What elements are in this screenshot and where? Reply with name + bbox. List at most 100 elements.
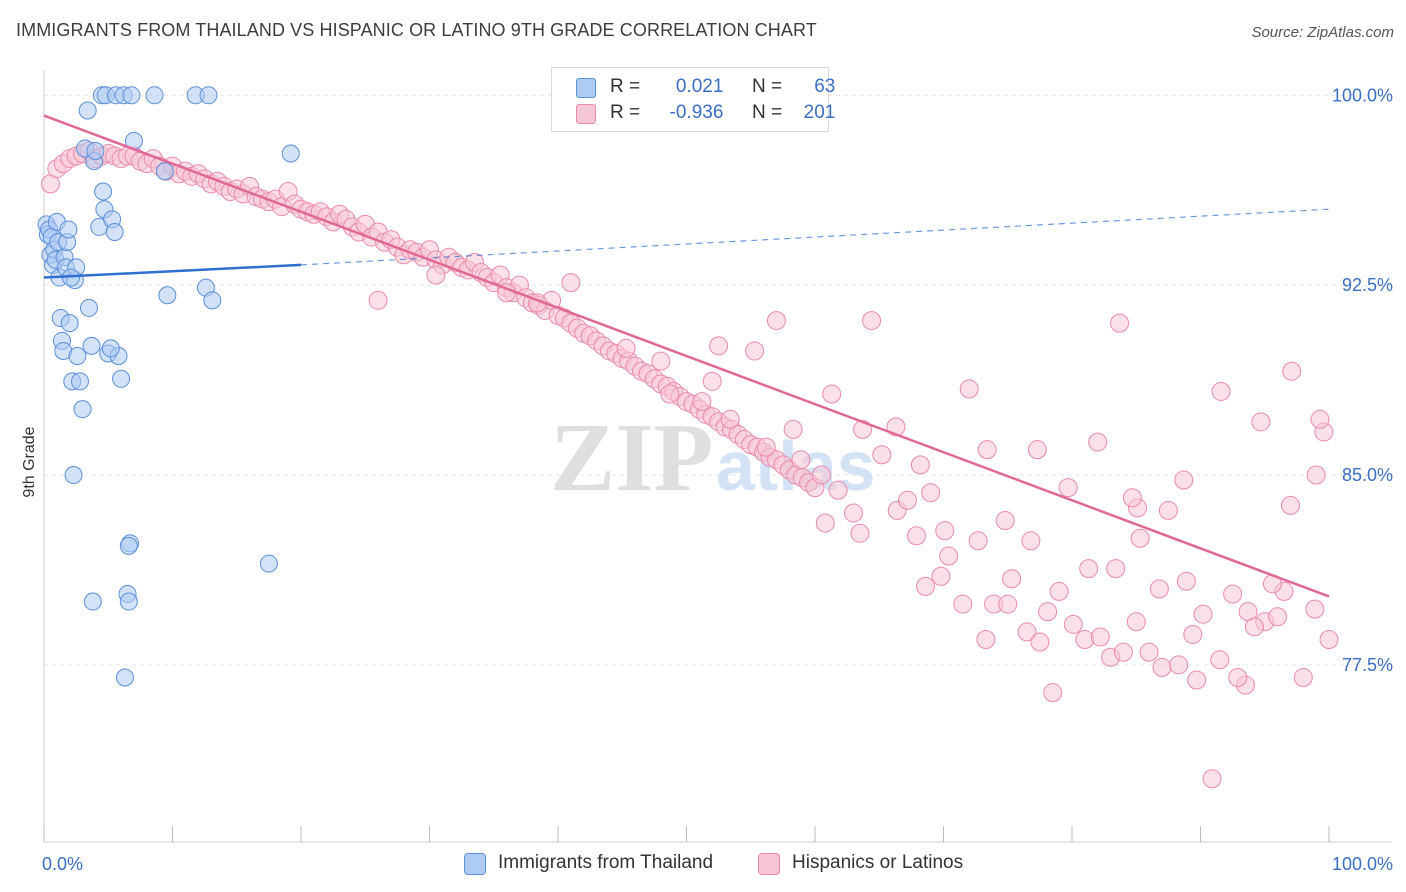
data-point-thailand: [203, 291, 222, 310]
data-point-hispanic: [1319, 630, 1339, 650]
data-point-hispanic: [822, 384, 842, 404]
data-point-hispanic: [998, 594, 1018, 614]
data-point-thailand: [86, 141, 105, 160]
data-point-hispanic: [977, 440, 997, 460]
trendline-thailand-extension: [300, 208, 1330, 266]
legend-r-value: 0.021: [675, 76, 724, 97]
data-point-hispanic: [702, 371, 722, 391]
legend-r-value: -0.936: [669, 102, 724, 123]
data-point-hispanic: [916, 576, 936, 596]
data-point-hispanic: [1211, 381, 1231, 401]
data-point-thailand: [119, 536, 138, 555]
data-point-hispanic: [844, 503, 864, 523]
data-point-hispanic: [1169, 655, 1189, 675]
data-point-hispanic: [910, 455, 930, 475]
data-point-hispanic: [426, 265, 446, 285]
legend-r-label: R =: [610, 102, 641, 123]
x-tick-label: 0.0%: [42, 854, 83, 874]
data-point-hispanic: [1228, 667, 1248, 687]
data-point-hispanic: [907, 526, 927, 546]
data-point-hispanic: [1244, 617, 1264, 637]
data-point-hispanic: [898, 490, 918, 510]
data-point-hispanic: [1090, 627, 1110, 647]
y-tick-label: 85.0%: [1342, 465, 1393, 485]
data-point-hispanic: [995, 511, 1015, 531]
data-point-hispanic: [1251, 412, 1271, 432]
data-point-hispanic: [783, 419, 803, 439]
legend-n-value: 201: [803, 102, 836, 123]
trendline-thailand: [43, 263, 302, 279]
data-point-hispanic: [1305, 599, 1325, 619]
data-point-thailand: [101, 339, 120, 358]
data-point-hispanic: [368, 290, 388, 310]
stats-legend: R = 0.021 N = 63 R = -0.936 N = 201: [551, 67, 835, 132]
data-point-thailand: [78, 101, 97, 120]
legend-label-hispanic: Hispanics or Latinos: [792, 852, 964, 873]
data-point-hispanic: [1122, 488, 1142, 508]
data-point-hispanic: [1049, 581, 1069, 601]
data-point-hispanic: [1149, 579, 1169, 599]
data-point-hispanic: [1139, 642, 1159, 662]
data-point-hispanic: [1306, 465, 1326, 485]
data-point-hispanic: [968, 531, 988, 551]
y-tick-labels: 77.5% 85.0% 92.5% 100.0%: [1332, 85, 1393, 675]
data-point-thailand: [158, 286, 177, 305]
data-point-hispanic: [935, 521, 955, 541]
data-point-hispanic: [1030, 632, 1050, 652]
data-point-hispanic: [1043, 683, 1063, 703]
y-tick-label: 92.5%: [1342, 275, 1393, 295]
data-point-hispanic: [1187, 670, 1207, 690]
data-point-hispanic: [959, 379, 979, 399]
data-point-hispanic: [1130, 528, 1150, 548]
chart-title: IMMIGRANTS FROM THAILAND VS HISPANIC OR …: [16, 20, 817, 40]
data-point-hispanic: [1027, 440, 1047, 460]
data-point-thailand: [259, 554, 278, 573]
data-point-hispanic: [1058, 478, 1078, 498]
data-point-thailand: [105, 222, 124, 241]
y-axis-label: 9th Grade: [21, 426, 38, 497]
data-point-thailand: [115, 668, 134, 687]
data-point-thailand: [119, 592, 138, 611]
data-point-hispanic: [1223, 584, 1243, 604]
data-point-thailand: [94, 182, 113, 201]
x-tick-labels: 0.0% 100.0%: [42, 854, 1393, 874]
data-point-thailand: [82, 336, 101, 355]
watermark-zip: ZIP: [550, 404, 713, 512]
data-point-thailand: [59, 220, 78, 239]
data-point-hispanic: [745, 341, 765, 361]
data-point-hispanic: [692, 392, 712, 412]
data-point-hispanic: [939, 546, 959, 566]
data-point-hispanic: [931, 566, 951, 586]
data-point-hispanic: [1183, 624, 1203, 644]
series-legend: Immigrants from Thailand Hispanics or La…: [0, 850, 1406, 880]
data-point-hispanic: [1193, 604, 1213, 624]
data-point-thailand: [112, 369, 131, 388]
data-point-thailand: [60, 314, 79, 333]
y-tick-label: 100.0%: [1332, 85, 1393, 105]
legend-swatch-hispanic: [576, 104, 596, 124]
data-point-hispanic: [872, 445, 892, 465]
data-point-thailand: [68, 347, 87, 366]
data-point-thailand: [199, 86, 218, 105]
data-point-hispanic: [651, 351, 671, 371]
legend-swatch-thailand: [464, 853, 486, 875]
data-point-thailand: [70, 372, 89, 391]
legend-swatch-thailand: [576, 78, 596, 98]
data-point-hispanic: [1106, 559, 1126, 579]
data-point-hispanic: [1038, 602, 1058, 622]
data-point-hispanic: [1282, 361, 1302, 381]
data-point-thailand: [83, 592, 102, 611]
data-point-thailand: [122, 86, 141, 105]
data-point-hispanic: [921, 483, 941, 503]
data-point-hispanic: [862, 311, 882, 331]
data-point-hispanic: [660, 384, 680, 404]
data-point-hispanic: [1113, 642, 1133, 662]
data-point-hispanic: [1280, 495, 1300, 515]
data-point-hispanic: [1210, 650, 1230, 670]
legend-r-label: R =: [610, 76, 641, 97]
data-point-hispanic: [953, 594, 973, 614]
data-point-hispanic: [1088, 432, 1108, 452]
legend-label-thailand: Immigrants from Thailand: [498, 852, 714, 873]
data-point-hispanic: [1110, 313, 1130, 333]
